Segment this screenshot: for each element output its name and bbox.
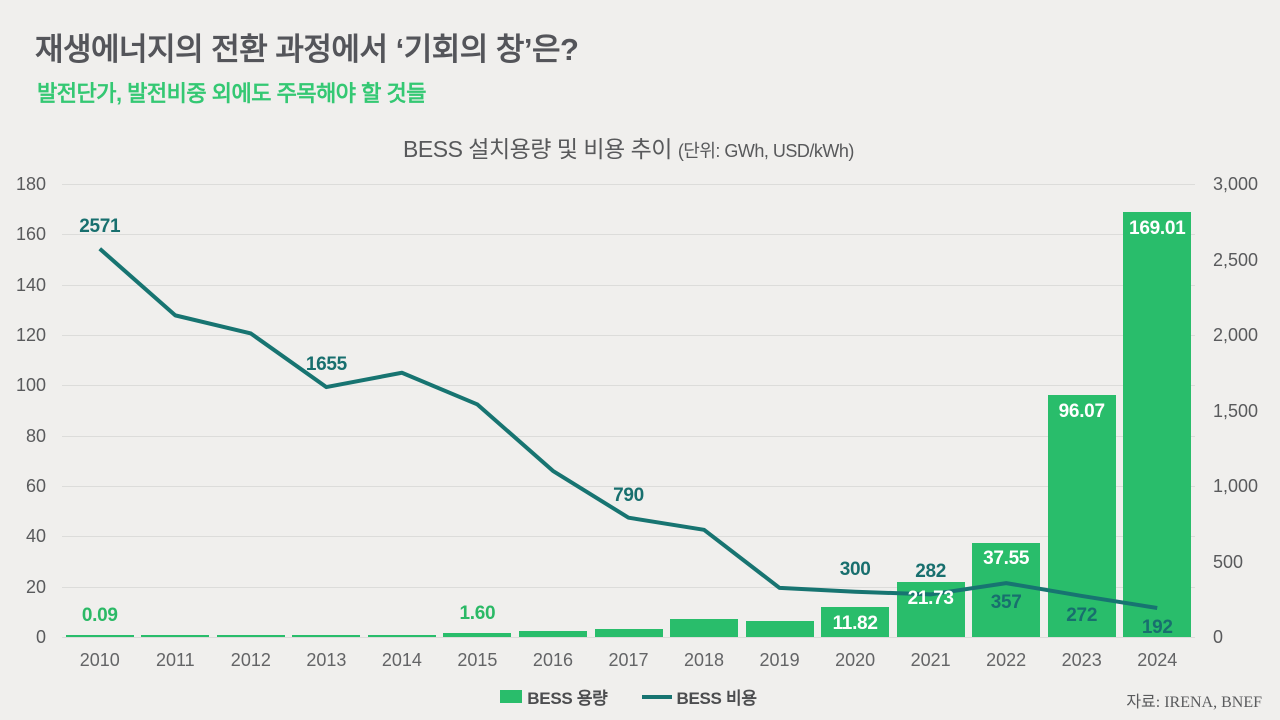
bar-label-2015: 1.60	[459, 602, 496, 624]
bar-2020	[821, 607, 890, 637]
bar-label-2020: 11.82	[832, 613, 878, 635]
right-axis-tick-1,500: 1,500	[1213, 400, 1259, 421]
left-axis-tick-0: 0	[35, 627, 46, 647]
right-axis-tick-2,000: 2,000	[1213, 325, 1259, 345]
chart-title: BESS 설치용량 및 비용 추이 (단위: GWh, USD/kWh)	[62, 130, 1195, 164]
x-axis-label-2010: 2010	[79, 650, 120, 670]
bar-label-2010: 0.09	[81, 605, 118, 626]
left-axis-tick-80: 80	[25, 425, 46, 446]
right-axis-tick-500: 500	[1213, 551, 1244, 572]
x-axis-label-2024: 2024	[1137, 650, 1178, 670]
cost-line	[98, 247, 1158, 610]
gridline-120	[62, 335, 1195, 336]
gridline-40	[62, 536, 1195, 538]
line-label-2020: 300	[839, 558, 871, 580]
bar-2013	[292, 635, 361, 637]
right-axis-tick-2,500: 2,500	[1213, 249, 1259, 270]
page-subtitle: 발전단가, 발전비중 외에도 주목해야 할 것들	[37, 81, 427, 106]
x-axis-label-2014: 2014	[381, 650, 422, 670]
x-axis-label-2012: 2012	[230, 650, 271, 670]
page-title: 재생에너지의 전환 과정에서 ‘기회의 창’은?	[35, 32, 579, 67]
right-axis-tick-3,000: 3,000	[1213, 174, 1259, 194]
x-axis-label-2020: 2020	[835, 650, 876, 670]
line-label-2010: 2571	[79, 215, 121, 237]
left-axis-tick-20: 20	[25, 576, 46, 597]
bar-2019	[745, 621, 814, 637]
bar-2012	[216, 635, 285, 637]
line-label-2013: 1655	[305, 354, 347, 376]
legend-item-capacity: BESS 용량	[500, 684, 608, 709]
x-axis-label-2013: 2013	[306, 650, 347, 670]
plot-area: 0.09 1.60 11.82 21.73 37.55 96.07 169.01 2571 16…	[62, 184, 1195, 638]
gridline-180	[62, 184, 1195, 185]
source-note: 자료: IRENA, BNEF	[1126, 694, 1262, 711]
x-axis-label-2011: 2011	[155, 650, 195, 670]
gridline-100	[62, 385, 1195, 387]
x-axis-label-2021: 2021	[910, 650, 951, 670]
bar-2017	[594, 628, 663, 637]
line-label-2017: 790	[613, 484, 644, 506]
gridline-160	[62, 234, 1195, 236]
gridline-140	[62, 284, 1195, 286]
x-axis-label-2018: 2018	[684, 650, 725, 670]
left-axis-tick-40: 40	[25, 526, 46, 547]
x-axis-label-2015: 2015	[457, 650, 498, 670]
x-axis-label-2023: 2023	[1061, 650, 1102, 670]
bar-2011	[141, 635, 210, 637]
bar-2018	[670, 619, 739, 637]
legend-capacity-label: BESS 용량	[527, 689, 608, 708]
x-axis-label-2022: 2022	[986, 650, 1027, 670]
gridline-60	[62, 486, 1195, 487]
bar-series-swatch-icon	[500, 690, 523, 703]
cost-line-chart	[98, 247, 1158, 610]
bar-label-2022: 37.55	[983, 548, 1030, 570]
bar-2015	[443, 632, 512, 637]
line-label-2021: 282	[915, 561, 947, 583]
legend: BESS 용량 BESS 비용	[62, 684, 1195, 709]
bar-2024	[1123, 211, 1192, 637]
bar-label-2023: 96.07	[1058, 401, 1105, 423]
line-label-2022: 357	[990, 592, 1022, 614]
gridline-80	[62, 435, 1195, 437]
chart-title-text: BESS 설치용량 및 비용 추이	[403, 136, 672, 162]
left-axis-tick-140: 140	[15, 274, 46, 295]
bar-label-2021: 21.73	[907, 588, 954, 610]
left-axis-tick-180: 180	[15, 174, 46, 194]
right-axis-tick-0: 0	[1213, 627, 1224, 647]
left-axis-tick-160: 160	[15, 224, 46, 245]
bar-2010	[65, 635, 134, 637]
x-axis-label-2019: 2019	[759, 650, 800, 670]
x-axis-label-2017: 2017	[608, 650, 649, 670]
left-axis-tick-60: 60	[25, 476, 46, 496]
gridline-20	[62, 586, 1195, 588]
bar-label-2024: 169.01	[1129, 217, 1186, 239]
bar-2022	[972, 542, 1041, 637]
left-axis-tick-100: 100	[15, 375, 46, 396]
gridline-0	[62, 637, 1195, 638]
right-axis-tick-1,000: 1,000	[1213, 476, 1259, 496]
bar-2014	[367, 635, 436, 637]
line-label-2023: 272	[1066, 604, 1098, 626]
legend-cost-label: BESS 비용	[676, 689, 758, 708]
legend-item-cost: BESS 비용	[641, 684, 758, 709]
chart-title-unit: (단위: GWh, USD/kWh)	[677, 141, 855, 161]
left-axis-tick-120: 120	[15, 325, 46, 345]
line-label-2024: 192	[1141, 617, 1173, 638]
bar-2016	[518, 631, 587, 637]
x-axis-label-2016: 2016	[532, 650, 573, 670]
line-series-swatch-icon	[641, 694, 672, 699]
